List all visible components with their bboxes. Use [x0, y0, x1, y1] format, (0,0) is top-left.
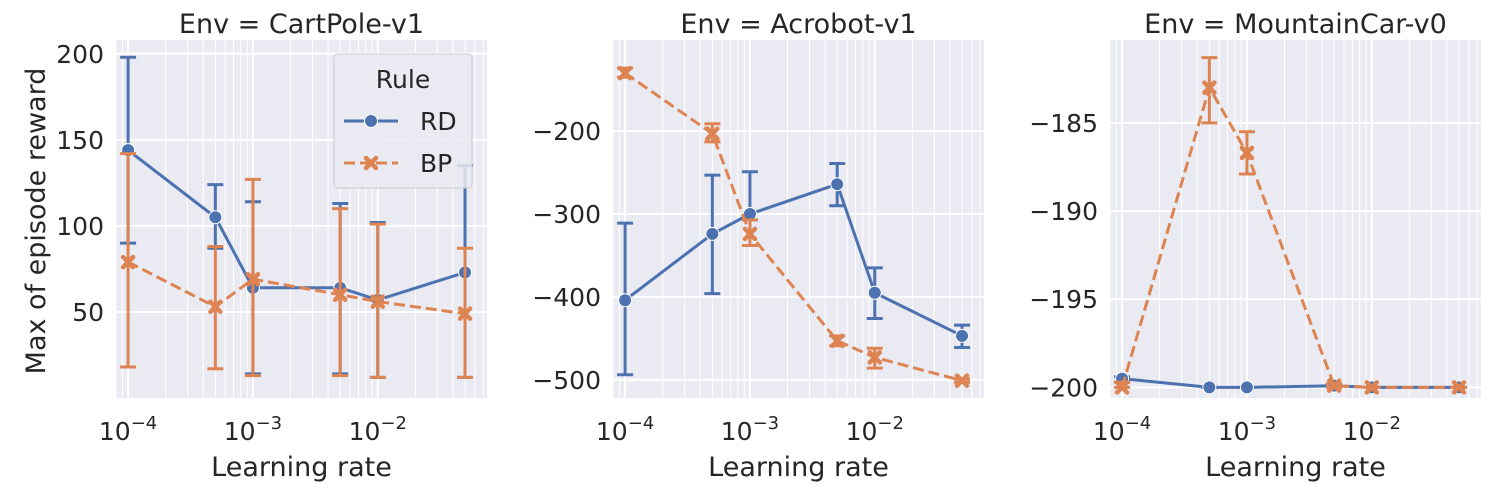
- series-bp: [1114, 56, 1468, 395]
- y-tick-label: 100: [56, 212, 104, 241]
- data-point: [370, 294, 386, 309]
- y-tick-label: −185: [1029, 109, 1098, 138]
- data-point: [245, 271, 261, 287]
- data-point: [617, 65, 633, 81]
- legend-box: [333, 53, 473, 189]
- y-tick-label: −400: [532, 283, 601, 312]
- x-tick-label: 10−2: [349, 413, 407, 446]
- x-axis-label: Learning rate: [1205, 452, 1386, 483]
- x-tick-label: 10−3: [224, 413, 282, 446]
- chart-panel-3: 10−4 10−3 10−2 −200 −195 −190 −185 Env = Mounta…: [1029, 9, 1481, 483]
- y-tick-label: −500: [532, 366, 601, 395]
- data-point: [208, 299, 223, 315]
- x-tick-label: 10−2: [1343, 413, 1401, 446]
- x-tick-label: 10−4: [1093, 413, 1151, 446]
- x-axis-label: Learning rate: [708, 452, 889, 483]
- panel-title: Env = Acrobot-v1: [680, 9, 916, 40]
- legend: Rule RD BP: [333, 53, 473, 189]
- legend-label: RD: [420, 107, 457, 136]
- panel-title: Env = CartPole-v1: [179, 9, 424, 40]
- data-point: [1202, 380, 1217, 395]
- chart-panel-2: 10−4 10−3 10−2 −500 −400 −300 −200 Env = Acrobo…: [532, 9, 984, 483]
- data-point: [120, 254, 136, 270]
- y-tick-label: −190: [1029, 197, 1098, 226]
- data-point: [1451, 380, 1467, 395]
- legend-item-bp: BP: [344, 149, 452, 178]
- x-tick-label: 10−4: [596, 413, 654, 446]
- data-point: [955, 328, 970, 343]
- data-point: [954, 373, 970, 388]
- data-point: [830, 177, 845, 192]
- data-point: [742, 226, 758, 242]
- legend-title: Rule: [376, 65, 430, 94]
- data-point: [332, 287, 348, 302]
- data-point: [705, 226, 720, 241]
- legend-item-rd: RD: [344, 107, 457, 136]
- x-tick-label: 10−4: [99, 413, 157, 446]
- panel-title: Env = MountainCar-v0: [1144, 9, 1447, 40]
- series-bp: [120, 152, 474, 379]
- legend-marker: [363, 155, 379, 171]
- y-tick-label: −200: [1029, 373, 1098, 402]
- x-tick-label: 10−3: [1218, 413, 1276, 446]
- data-point: [867, 285, 882, 300]
- series-line: [127, 260, 466, 316]
- series-line: [624, 71, 963, 383]
- data-point: [829, 333, 845, 349]
- x-axis-label: Learning rate: [211, 452, 392, 483]
- chart-panels: 10−4 10−3 10−2 50 100 150 200 Env = CartPole-v1…: [56, 9, 1481, 483]
- data-point: [1114, 380, 1130, 395]
- series-line: [624, 182, 963, 338]
- series-line: [127, 149, 466, 302]
- y-tick-label: 200: [56, 40, 104, 69]
- data-point: [1326, 378, 1342, 393]
- y-axis-label: Max of episode reward: [21, 68, 52, 375]
- plot-area: [1110, 40, 1481, 398]
- y-tick-label: 150: [56, 126, 104, 155]
- x-tick-label: 10−2: [846, 413, 904, 446]
- legend-label: BP: [420, 149, 452, 178]
- data-point: [618, 293, 633, 308]
- series-line: [1120, 83, 1459, 389]
- data-point: [1239, 145, 1255, 161]
- x-tick-label: 10−3: [721, 413, 779, 446]
- data-point: [705, 126, 720, 141]
- y-tick-label: −300: [532, 200, 601, 229]
- data-point: [457, 306, 473, 321]
- series-rd: [617, 161, 971, 377]
- data-point: [867, 350, 883, 365]
- data-point: [208, 210, 223, 225]
- y-tick-label: −195: [1029, 285, 1098, 314]
- data-point: [1364, 380, 1380, 395]
- y-tick-label: 50: [72, 298, 104, 327]
- y-tick-label: −200: [532, 117, 601, 146]
- series-bp: [617, 65, 971, 388]
- legend-marker: [364, 114, 378, 128]
- data-point: [1202, 80, 1217, 95]
- plot-area: [613, 40, 984, 398]
- data-point: [1239, 380, 1254, 395]
